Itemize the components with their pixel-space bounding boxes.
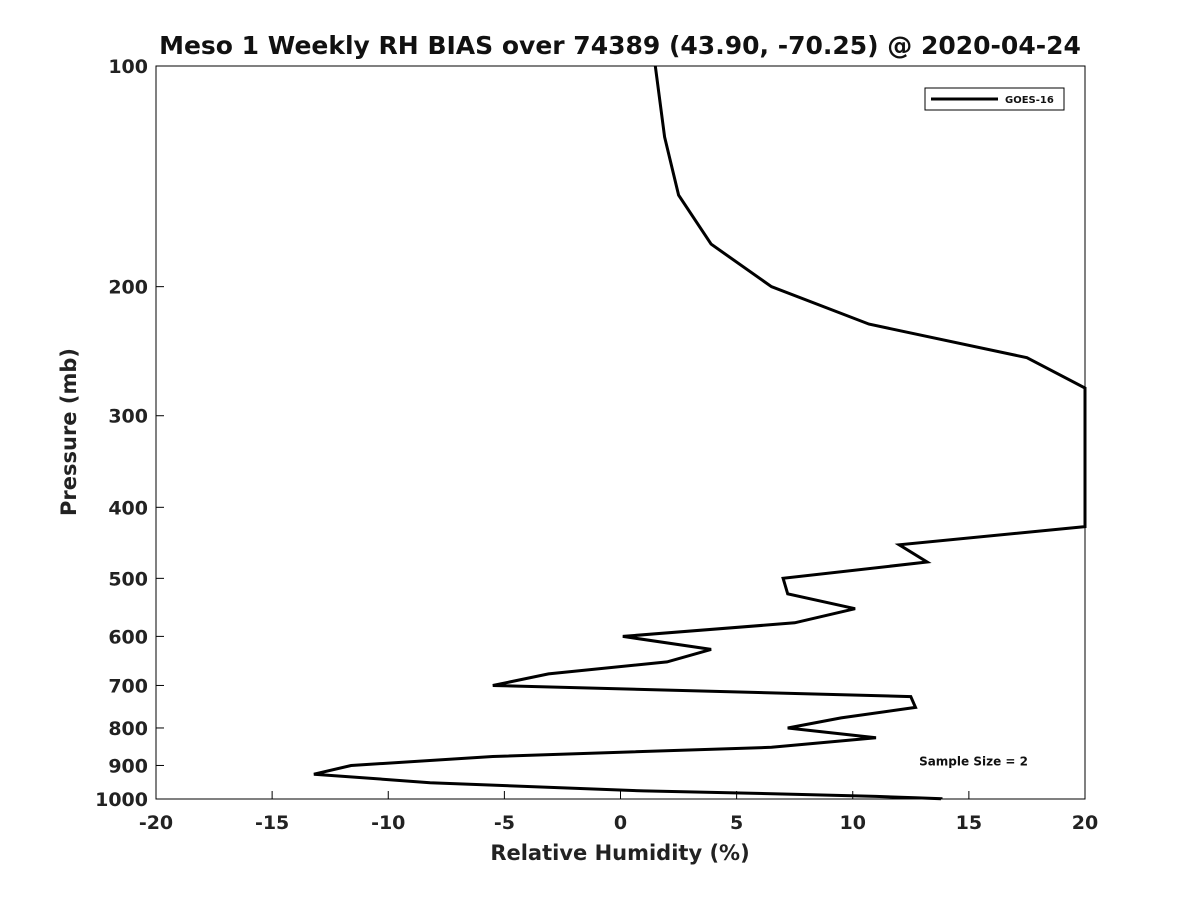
legend-entry: GOES-16	[1005, 95, 1054, 106]
x-tick-label: -5	[494, 812, 515, 834]
x-axis-label: Relative Humidity (%)	[490, 841, 749, 865]
y-tick-label: 300	[108, 406, 148, 428]
sample-size-annotation: Sample Size = 2	[919, 754, 1028, 768]
x-axis: -20 -15 -10 -5 0 5 10 15 20	[139, 791, 1098, 834]
x-tick-label: -20	[139, 812, 173, 834]
y-tick-label: 200	[108, 277, 148, 299]
y-tick-label: 900	[108, 755, 148, 777]
y-tick-label: 400	[108, 497, 148, 519]
x-tick-label: 0	[614, 812, 627, 834]
series-line-goes-16	[313, 65, 1087, 801]
y-axis-label: Pressure (mb)	[57, 348, 81, 516]
x-tick-label: -15	[255, 812, 289, 834]
y-axis: 100 200 300 400 500 600 700 800 900 1000	[95, 56, 164, 811]
chart-title: Meso 1 Weekly RH BIAS over 74389 (43.90,…	[159, 31, 1081, 60]
y-tick-label: 500	[108, 568, 148, 590]
x-tick-label: -10	[371, 812, 405, 834]
y-tick-label: 600	[108, 626, 148, 648]
y-tick-label: 800	[108, 718, 148, 740]
legend: GOES-16	[924, 87, 1065, 111]
series-layer	[313, 65, 1087, 801]
y-tick-label: 700	[108, 675, 148, 697]
x-tick-label: 10	[840, 812, 866, 834]
x-tick-label: 20	[1072, 812, 1098, 834]
y-tick-label: 1000	[95, 789, 148, 811]
x-tick-label: 5	[730, 812, 743, 834]
y-tick-label: 100	[108, 56, 148, 78]
plot-area	[155, 65, 1086, 800]
x-tick-label: 15	[956, 812, 982, 834]
annotations: Sample Size = 2	[919, 754, 1028, 768]
